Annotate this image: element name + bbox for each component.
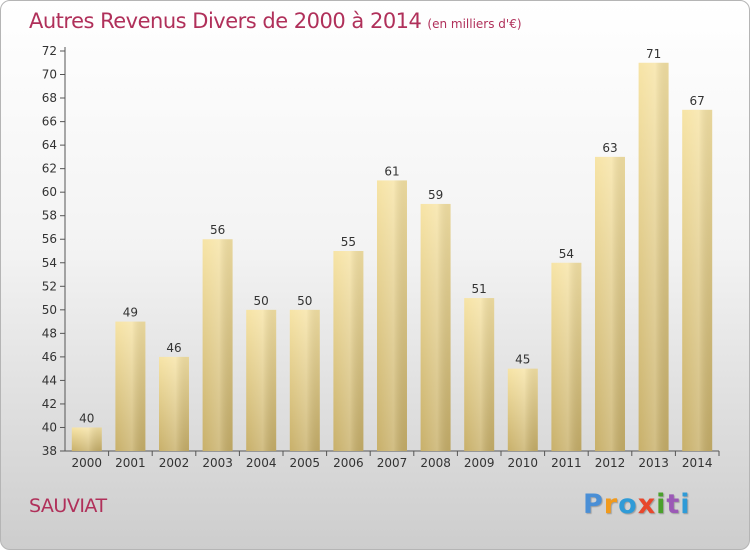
y-tick-label: 66 <box>42 115 57 129</box>
data-label-2003: 56 <box>210 223 225 237</box>
data-label-2002: 46 <box>166 341 181 355</box>
y-tick-label: 48 <box>42 326 57 340</box>
data-labels: 40 49 46 56 50 50 55 61 59 51 45 54 63 71 67 <box>79 47 705 426</box>
x-axis: 2000 2001 2002 2003 2004 2005 2006 2007 2008 2009… <box>65 450 720 470</box>
bar-shade-2009 <box>464 298 495 451</box>
bar-shade-2012 <box>595 156 625 451</box>
data-label-2011: 54 <box>559 247 574 261</box>
logo-letter: x <box>637 489 657 520</box>
x-tick-label-2000: 2000 <box>72 456 103 470</box>
x-tick-label-2011: 2011 <box>551 456 582 470</box>
bar-shade-2013 <box>638 62 669 451</box>
y-tick-label: 42 <box>42 397 57 411</box>
data-label-2014: 67 <box>690 94 705 108</box>
data-label-2001: 49 <box>123 306 138 320</box>
bar-shade-2008 <box>420 203 451 451</box>
y-tick-label: 50 <box>42 303 57 317</box>
y-tick-label: 68 <box>42 91 57 105</box>
bar-shade-2001 <box>115 321 146 451</box>
data-label-2000: 40 <box>79 411 94 425</box>
y-tick-label: 46 <box>42 350 57 364</box>
y-tick-label: 60 <box>42 185 57 199</box>
bar-shade-2003 <box>202 239 233 451</box>
y-tick-label: 38 <box>42 444 57 458</box>
x-tick-label-2004: 2004 <box>246 456 277 470</box>
bar-shade-2004 <box>246 309 277 451</box>
y-tick-label: 62 <box>42 162 57 176</box>
data-label-2006: 55 <box>341 235 356 249</box>
y-tick-label: 58 <box>42 209 57 223</box>
data-label-2012: 63 <box>602 141 617 155</box>
data-label-2004: 50 <box>254 294 269 308</box>
y-axis: 38 40 42 44 46 48 50 52 54 56 58 60 62 64 66 68 70 72 <box>42 44 66 458</box>
y-tick-label: 70 <box>42 68 57 82</box>
logo-letter: o <box>618 489 638 520</box>
commune-name: SAUVIAT <box>29 495 107 517</box>
chart-subtitle: (en milliers d'€) <box>427 17 522 31</box>
bars <box>71 62 713 452</box>
x-tick-label-2012: 2012 <box>595 456 626 470</box>
logo-letter: i <box>656 489 667 520</box>
x-tick-label-2005: 2005 <box>290 456 321 470</box>
y-tick-label: 40 <box>42 420 57 434</box>
logo-letter: r <box>603 489 619 520</box>
bar-shade-2006 <box>333 251 364 451</box>
x-tick-label-2014: 2014 <box>682 456 713 470</box>
bar-shade-2000 <box>71 427 102 451</box>
y-tick-label: 64 <box>42 138 57 152</box>
x-tick-label-2010: 2010 <box>508 456 539 470</box>
data-label-2008: 59 <box>428 188 443 202</box>
y-tick-label: 52 <box>42 279 57 293</box>
x-tick-label-2002: 2002 <box>159 456 190 470</box>
y-tick-label: 54 <box>42 256 57 270</box>
bar-shade-2007 <box>377 180 407 452</box>
x-tick-label-2007: 2007 <box>377 456 408 470</box>
chart-title-text: Autres Revenus Divers de 2000 à 2014 <box>29 9 422 33</box>
logo-letter: t <box>666 489 681 520</box>
logo-letter: i <box>680 489 691 520</box>
bar-shade-2011 <box>551 262 582 451</box>
data-label-2010: 45 <box>515 353 530 367</box>
y-tick-label: 44 <box>42 373 57 387</box>
data-label-2005: 50 <box>297 294 312 308</box>
x-tick-label-2001: 2001 <box>115 456 146 470</box>
bar-shade-2014 <box>682 109 713 451</box>
bar-shade-2005 <box>289 309 320 451</box>
bar-shade-2002 <box>159 356 189 451</box>
data-label-2009: 51 <box>472 282 487 296</box>
y-tick-label: 56 <box>42 232 57 246</box>
x-tick-label-2008: 2008 <box>420 456 451 470</box>
y-tick-label: 72 <box>42 44 57 58</box>
proxiti-logo: Proxiti <box>583 489 691 520</box>
data-label-2007: 61 <box>384 164 399 178</box>
x-tick-label-2013: 2013 <box>638 456 669 470</box>
logo-letter: P <box>583 489 604 520</box>
data-label-2013: 71 <box>646 47 661 61</box>
x-tick-label-2006: 2006 <box>333 456 364 470</box>
chart-title: Autres Revenus Divers de 2000 à 2014 (en … <box>29 9 522 33</box>
bar-shade-2010 <box>507 368 538 451</box>
x-tick-label-2009: 2009 <box>464 456 495 470</box>
x-tick-label-2003: 2003 <box>202 456 233 470</box>
